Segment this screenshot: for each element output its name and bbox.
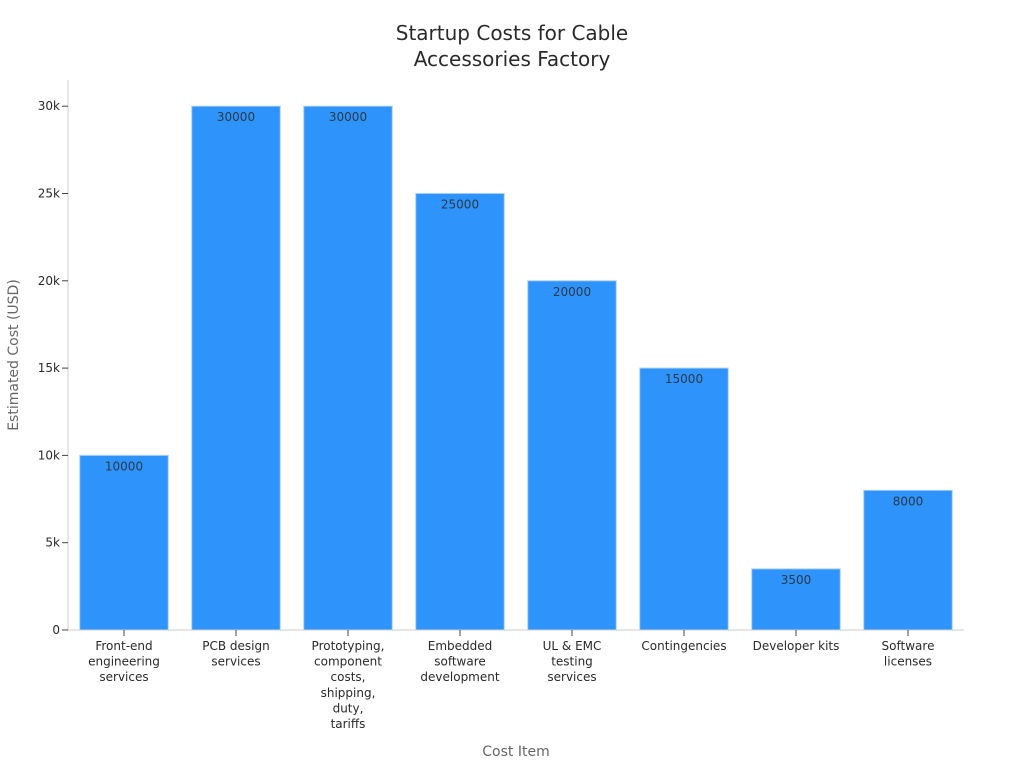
x-tick-label: Prototyping, component costs, shipping, duty… [312,639,385,731]
bar [415,192,505,631]
chart-title-line-1: Startup Costs for Cable [395,21,629,45]
y-tick-label: 25k [38,186,60,200]
bar-data-label: 15000 [665,372,703,386]
bar-data-label: 30000 [217,110,255,124]
y-tick-label: 30k [38,99,60,113]
x-tick-label: Front-end engineering services [88,639,160,684]
bar-data-label: 20000 [553,285,591,299]
x-tick-label: Contingencies [641,639,726,653]
x-tick-label: Software licenses [882,639,935,669]
y-tick-label: 15k [38,361,60,375]
bar-data-label: 3500 [781,573,812,587]
x-tick-label: PCB design services [202,639,269,669]
bar [191,105,281,631]
y-tick-label: 20k [38,274,60,288]
bar [79,454,169,631]
bar-data-label: 10000 [105,459,143,473]
data-labels-group: 10000 30000 30000 25000 20000 15000 3500 8000 [105,110,923,587]
bar [639,367,729,631]
bar [303,105,393,631]
x-tick-label: Embedded software development [420,639,499,684]
y-tick-label: 5k [45,536,60,550]
chart-title: Startup Costs for Cable Accessories Fact… [0,20,1024,72]
bar-data-label: 25000 [441,197,479,211]
x-axis-title: Cost Item [482,744,549,760]
y-axis-title: Estimated Cost (USD) [6,279,22,431]
y-axis: 0 5k 10k 15k 20k 25k 30k [38,80,69,637]
x-tick-label: UL & EMC testing services [543,639,602,684]
bar [863,489,953,631]
bar-data-label: 30000 [329,110,367,124]
x-axis: Front-end engineering services PCB design se… [68,629,964,731]
bars-group [79,105,953,631]
bar [527,280,617,631]
y-tick-label: 10k [38,448,60,462]
y-tick-label: 0 [52,623,60,637]
x-tick-label: Developer kits [753,639,840,653]
chart-title-line-2: Accessories Factory [413,47,611,71]
bar-data-label: 8000 [893,494,924,508]
